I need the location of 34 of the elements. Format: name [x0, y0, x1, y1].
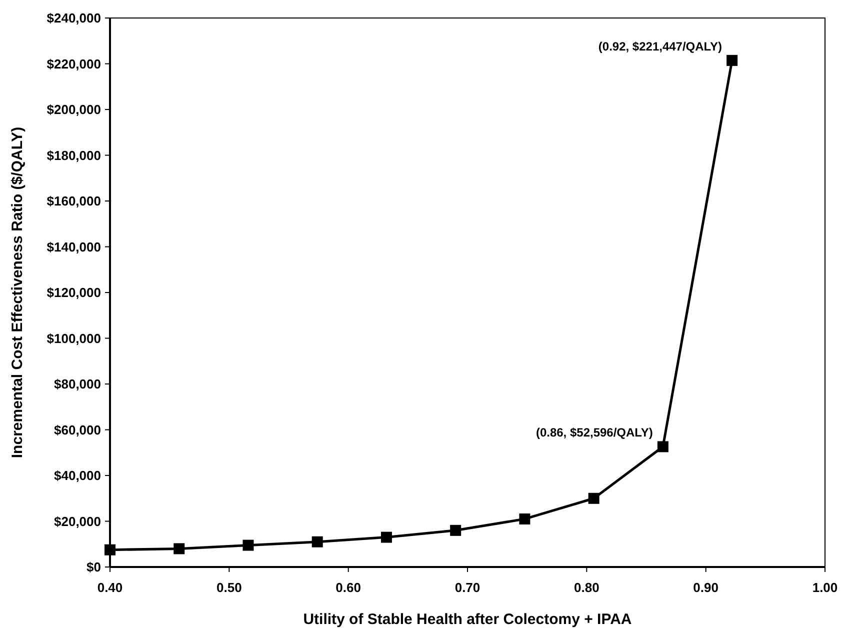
- annotation: (0.86, $52,596/QALY): [536, 426, 653, 440]
- point: [450, 524, 462, 536]
- point: [312, 536, 323, 548]
- y-tick-label: $140,000: [46, 239, 101, 254]
- x-tick-label: 0.50: [216, 580, 242, 595]
- x-tick-label: 0.40: [97, 580, 123, 595]
- y-tick-label: $200,000: [46, 102, 101, 118]
- point: [380, 532, 392, 543]
- y-tick-label: $120,000: [46, 285, 101, 300]
- annotation: (0.92, $221,447/QALY): [598, 39, 722, 54]
- x-axis-title: Utility of Stable Health after Colectomy + IPAA: [303, 611, 632, 628]
- point: [242, 540, 254, 551]
- y-tick-label: $240,000: [46, 10, 101, 26]
- x-tick-label: 1.00: [812, 580, 838, 595]
- x-tick-label: 0.70: [454, 580, 480, 595]
- point: [104, 544, 116, 556]
- x-tick-label: 0.90: [693, 580, 718, 595]
- y-tick-label: $100,000: [46, 330, 101, 346]
- x-tick-label: 0.80: [574, 580, 600, 595]
- x-tick-label: 0.60: [336, 580, 361, 595]
- point: [657, 441, 668, 452]
- point: [726, 54, 738, 66]
- y-tick-label: $40,000: [54, 468, 101, 484]
- y-tick-label: $80,000: [54, 376, 101, 392]
- y-axis-title: Incremental Cost Effectiveness Ratio ($/QALY): [9, 126, 26, 458]
- y-tick-label: $220,000: [46, 56, 101, 72]
- y-tick-label: $20,000: [54, 514, 101, 529]
- point: [174, 543, 185, 554]
- y-tick-label: $0: [86, 560, 101, 575]
- y-tick-label: $60,000: [54, 422, 101, 438]
- y-tick-label: $160,000: [46, 194, 101, 209]
- point: [588, 492, 600, 504]
- y-tick-label: $180,000: [46, 148, 101, 163]
- point: [519, 513, 530, 524]
